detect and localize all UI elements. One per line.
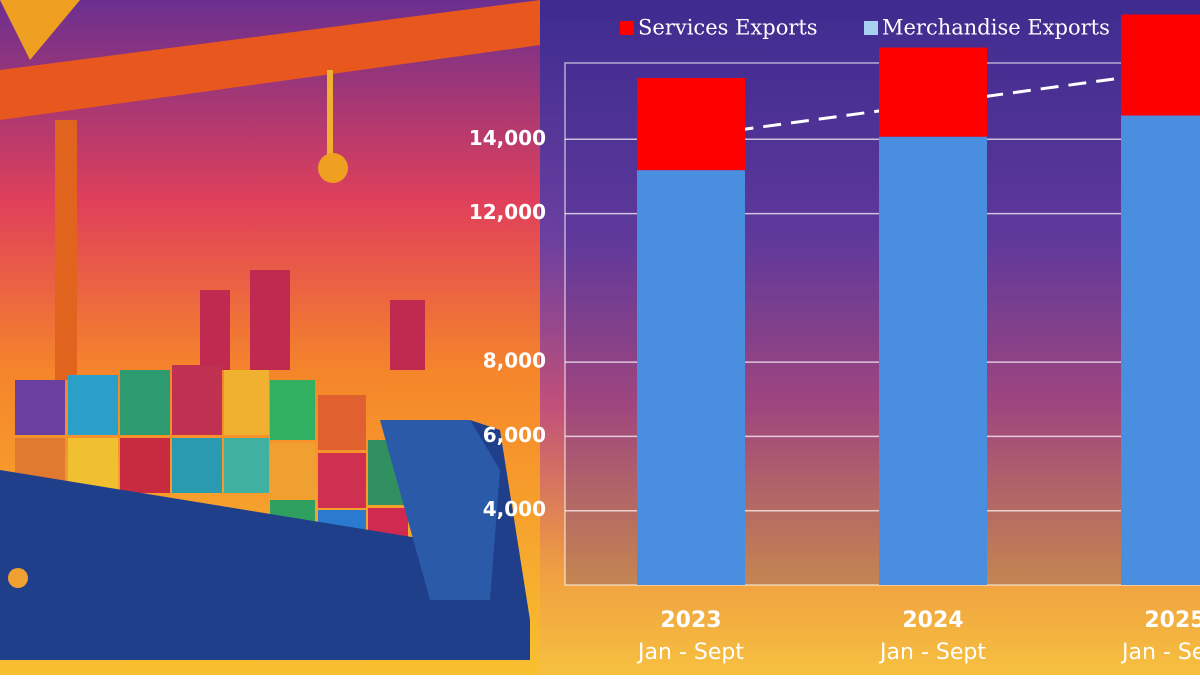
y-tick-label: 14,000: [469, 126, 546, 150]
x-tick-sublabel: Jan - Sept: [878, 640, 986, 665]
x-tick-label: 2023: [660, 608, 721, 633]
legend-swatch: [864, 21, 878, 35]
x-tick-sublabel: Jan - Sept: [636, 640, 744, 665]
legend-swatch: [620, 21, 634, 35]
y-tick-label: 6,000: [483, 423, 546, 447]
bar-segment: [879, 136, 987, 585]
x-tick-sublabel: Jan - Sept: [1120, 640, 1200, 665]
legend-label: Merchandise Exports: [882, 16, 1110, 40]
bar-segment: [879, 47, 987, 137]
y-tick-label: 8,000: [483, 349, 546, 373]
x-tick-label: 2024: [902, 608, 963, 633]
bar-segment: [637, 170, 745, 585]
bar-segment: [1121, 115, 1200, 585]
x-tick-label: 2025: [1144, 608, 1200, 633]
bar-segment: [1121, 14, 1200, 116]
containers: [15, 365, 408, 558]
y-tick-label: 4,000: [483, 497, 546, 521]
legend-label: Services Exports: [638, 16, 818, 40]
bar-segment: [637, 78, 745, 171]
y-tick-label: 12,000: [469, 200, 546, 224]
